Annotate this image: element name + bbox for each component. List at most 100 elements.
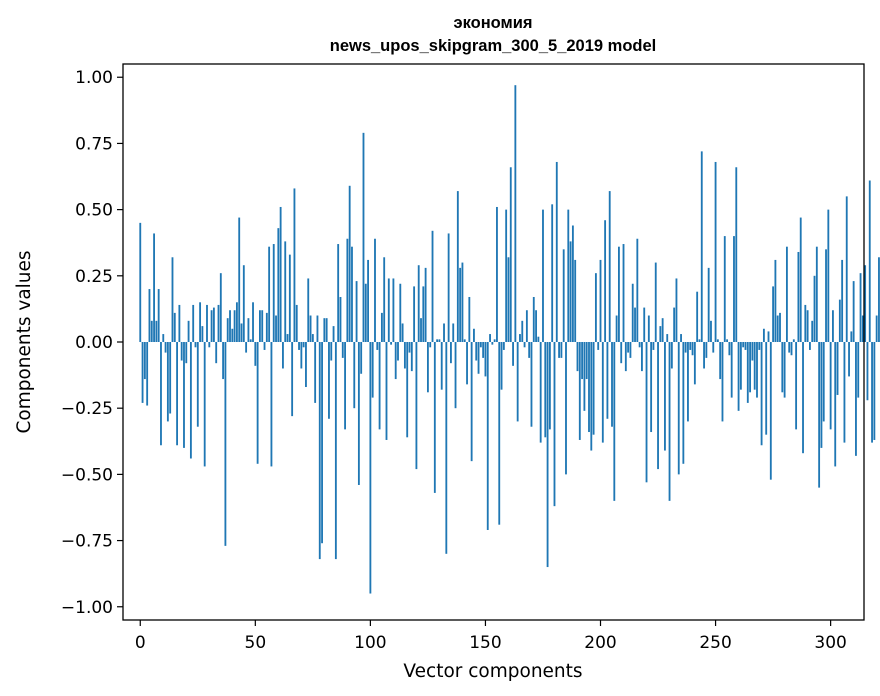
bar bbox=[551, 204, 554, 342]
bar bbox=[654, 262, 657, 342]
bar bbox=[675, 278, 678, 342]
bar bbox=[293, 188, 296, 342]
bar bbox=[282, 342, 284, 369]
bar bbox=[528, 342, 531, 358]
bar bbox=[192, 304, 195, 342]
bar bbox=[597, 342, 600, 350]
bar bbox=[588, 342, 590, 433]
y-tick-label: 1.00 bbox=[75, 68, 113, 88]
y-tick-label: −0.75 bbox=[61, 532, 113, 552]
chart-subtitle: news_upos_skipgram_300_5_2019 model bbox=[330, 37, 657, 55]
bar bbox=[834, 342, 837, 467]
bar bbox=[505, 209, 508, 342]
bar bbox=[300, 342, 303, 369]
bar bbox=[548, 342, 551, 430]
bar bbox=[183, 342, 185, 448]
bar bbox=[406, 342, 409, 438]
bar bbox=[309, 315, 312, 342]
bar bbox=[767, 331, 770, 342]
bar bbox=[781, 342, 784, 393]
x-tick-label: 50 bbox=[245, 633, 267, 653]
bar bbox=[339, 296, 342, 342]
bar bbox=[818, 342, 821, 488]
bar bbox=[822, 342, 825, 422]
bar bbox=[150, 320, 153, 342]
chart-title: экономия bbox=[453, 14, 532, 32]
bar bbox=[705, 342, 708, 358]
bar bbox=[238, 217, 241, 342]
bar bbox=[433, 342, 436, 493]
bar bbox=[479, 342, 482, 348]
bar bbox=[265, 312, 268, 342]
bar bbox=[284, 241, 287, 342]
bar bbox=[259, 310, 261, 342]
y-tick-label: 0.00 bbox=[75, 333, 113, 353]
bar bbox=[716, 339, 719, 342]
bar bbox=[410, 342, 413, 372]
bar bbox=[820, 342, 823, 448]
bar bbox=[357, 342, 360, 485]
bar bbox=[256, 342, 259, 464]
bar bbox=[622, 244, 625, 342]
bar bbox=[295, 304, 298, 342]
bar bbox=[162, 334, 165, 342]
bar bbox=[714, 161, 717, 342]
bar bbox=[305, 342, 307, 388]
bar bbox=[367, 259, 369, 342]
bar bbox=[486, 342, 489, 530]
bar bbox=[261, 310, 264, 342]
bar bbox=[829, 342, 832, 430]
bar bbox=[583, 342, 586, 411]
bar bbox=[737, 342, 740, 411]
bar bbox=[146, 342, 149, 406]
bar bbox=[710, 320, 712, 342]
bar bbox=[263, 342, 266, 350]
bar bbox=[700, 151, 703, 342]
bar bbox=[194, 342, 197, 348]
bar bbox=[684, 342, 687, 353]
bar bbox=[153, 233, 155, 342]
bar bbox=[252, 302, 254, 342]
bar bbox=[762, 328, 765, 342]
bar bbox=[749, 342, 752, 393]
bar bbox=[392, 278, 395, 342]
bar bbox=[403, 342, 406, 369]
bar bbox=[728, 342, 731, 356]
bar bbox=[574, 259, 577, 342]
bar bbox=[815, 246, 818, 342]
bar bbox=[691, 342, 694, 356]
bar bbox=[535, 310, 537, 342]
bar bbox=[226, 318, 229, 342]
bar bbox=[721, 342, 724, 422]
x-tick-label: 300 bbox=[814, 633, 846, 653]
bar bbox=[537, 336, 540, 342]
bar bbox=[530, 342, 533, 427]
bar bbox=[753, 342, 756, 390]
bar bbox=[519, 334, 521, 342]
bar bbox=[173, 312, 176, 342]
bar bbox=[827, 209, 830, 342]
bar bbox=[387, 278, 390, 342]
bar bbox=[647, 315, 650, 342]
bar bbox=[525, 310, 528, 342]
bar bbox=[613, 342, 616, 501]
bar bbox=[841, 259, 844, 342]
bar bbox=[452, 323, 455, 342]
bar bbox=[802, 342, 804, 454]
bar bbox=[797, 251, 800, 342]
bar bbox=[855, 342, 857, 456]
bar bbox=[314, 342, 317, 403]
bar bbox=[206, 304, 208, 342]
bar bbox=[277, 228, 280, 342]
bar bbox=[401, 323, 404, 342]
bar bbox=[482, 342, 485, 358]
bar bbox=[693, 342, 696, 385]
bar bbox=[385, 342, 388, 440]
bar bbox=[661, 318, 664, 342]
bar bbox=[677, 342, 680, 475]
bar bbox=[809, 342, 811, 350]
bar bbox=[383, 257, 386, 342]
bar bbox=[581, 342, 584, 380]
bar bbox=[861, 315, 864, 342]
plot-frame bbox=[122, 63, 865, 621]
